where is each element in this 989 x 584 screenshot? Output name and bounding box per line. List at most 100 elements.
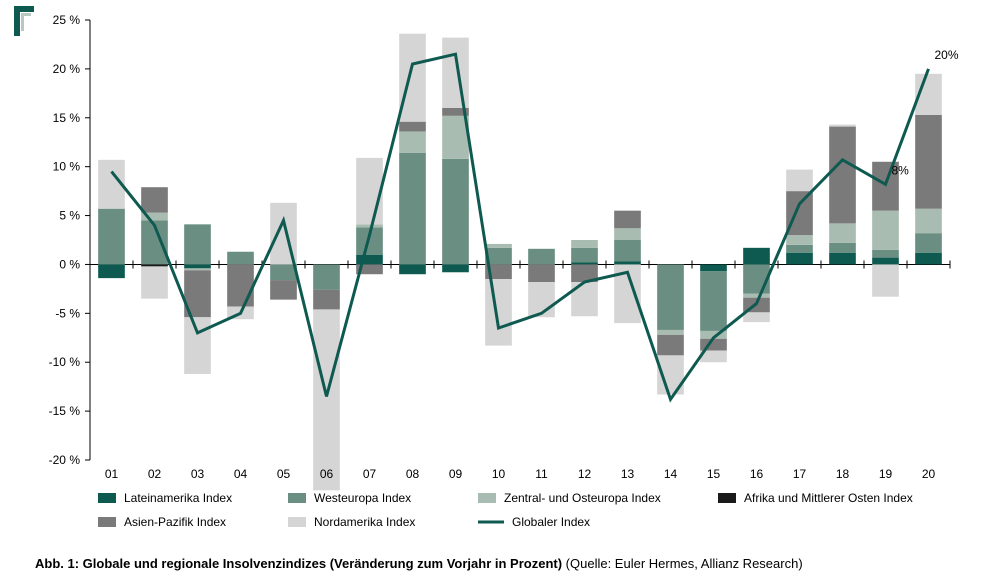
legend-label-line: Globaler Index [512,515,590,529]
bar-segment-nam [872,264,899,296]
bar-segment-westeu [829,243,856,253]
bar-segment-latam [872,258,899,265]
legend-label-nam: Nordamerika Index [314,515,415,529]
bar-segment-nam [399,34,426,122]
y-tick-label: -20 % [49,453,81,467]
bar-segment-latam [356,255,383,265]
x-tick-label: 11 [535,467,548,481]
x-tick-label: 14 [664,467,678,481]
bar-segment-westeu [614,240,641,262]
bar-segment-apac [270,280,297,300]
corner-ornament-inner [21,13,31,31]
bar-segment-westeu [399,153,426,264]
bar-segment-nam [184,317,211,374]
legend-label-cee: Zentral- und Osteuropa Index [504,491,661,505]
caption-source: (Quelle: Euler Hermes, Allianz Research) [562,556,803,571]
bar-segment-nam [442,38,469,108]
bar-segment-latam [399,264,426,274]
bar-segment-afme [141,264,168,266]
x-tick-label: 12 [578,467,592,481]
legend-label-latam: Lateinamerika Index [124,491,232,505]
callout-label: 8% [892,163,910,177]
bar-segment-apac [227,264,254,306]
legend-swatch-apac [98,517,116,527]
bar-segment-cee [657,330,684,335]
bar-segment-cee [614,228,641,240]
bar-segment-westeu [786,245,813,253]
bar-segment-westeu [872,250,899,258]
bar-segment-nam [313,309,340,490]
bar-segment-cee [485,244,512,248]
bar-segment-cee [829,223,856,243]
x-tick-label: 02 [148,467,162,481]
bar-segment-westeu [98,209,125,265]
x-tick-label: 13 [621,467,635,481]
x-tick-label: 17 [793,467,807,481]
bar-segment-latam [614,262,641,265]
y-tick-label: 5 % [59,209,80,223]
bar-segment-latam [915,253,942,265]
bar-segment-latam [184,264,211,268]
x-tick-label: 20 [922,467,936,481]
y-tick-label: 0 % [59,257,80,271]
bar-segment-latam [743,248,770,265]
bar-segment-latam [786,253,813,265]
x-tick-label: 15 [707,467,721,481]
legend-swatch-westeu [288,493,306,503]
bar-segment-apac [399,122,426,132]
bar-segment-cee [786,235,813,245]
bar-segment-apac [528,264,555,282]
x-tick-label: 18 [836,467,850,481]
x-tick-label: 07 [363,467,377,481]
bar-segment-apac [915,115,942,209]
bar-segment-apac [657,335,684,356]
callout-label: 20% [935,48,959,62]
x-tick-label: 06 [320,467,334,481]
bar-segment-cee [915,209,942,233]
legend-swatch-nam [288,517,306,527]
bar-segment-westeu [313,264,340,289]
bar-segment-nam [829,125,856,127]
legend-swatch-afme [718,493,736,503]
bar-segment-cee [356,224,383,227]
bar-segment-apac [141,187,168,212]
bar-segment-westeu [270,264,297,280]
bar-segment-westeu [184,224,211,264]
bar-segment-westeu [571,248,598,263]
legend-label-afme: Afrika und Mittlerer Osten Index [744,491,913,505]
x-tick-label: 03 [191,467,205,481]
caption-title: Abb. 1: Globale und regionale Insolvenzi… [35,556,562,571]
insolvency-chart: 25 %20 %15 %10 %5 %0 %-5 %-10 %-15 %-20 … [35,10,965,555]
bar-segment-westeu [227,252,254,265]
x-tick-label: 01 [105,467,119,481]
bar-segment-nam [485,279,512,345]
bar-segment-nam [141,266,168,298]
chart-svg: 25 %20 %15 %10 %5 %0 %-5 %-10 %-15 %-20 … [35,10,965,550]
bar-segment-cee [743,294,770,298]
bar-segment-westeu [442,159,469,265]
bar-segment-nam [743,312,770,322]
x-tick-label: 10 [492,467,506,481]
bar-segment-westeu [915,233,942,253]
y-tick-label: -5 % [55,306,80,320]
legend-label-apac: Asien-Pazifik Index [124,515,226,529]
y-tick-label: -10 % [49,355,81,369]
x-tick-label: 09 [449,467,463,481]
x-tick-label: 19 [879,467,893,481]
figure-caption: Abb. 1: Globale und regionale Insolvenzi… [35,556,803,571]
bar-segment-westeu [657,264,684,330]
bar-segment-cee [872,211,899,250]
x-tick-label: 16 [750,467,764,481]
legend-label-westeu: Westeuropa Index [314,491,411,505]
x-tick-label: 04 [234,467,248,481]
bar-segment-westeu [700,271,727,331]
bar-segment-cee [184,268,211,270]
x-tick-label: 05 [277,467,291,481]
bar-segment-latam [571,262,598,264]
bar-segment-apac [614,211,641,229]
page-root: { "chart": { "type": "stacked-bar-with-l… [0,0,989,584]
y-tick-label: 20 % [53,62,81,76]
y-tick-label: 10 % [53,160,81,174]
bar-segment-nam [786,170,813,192]
bar-segment-cee [399,131,426,153]
